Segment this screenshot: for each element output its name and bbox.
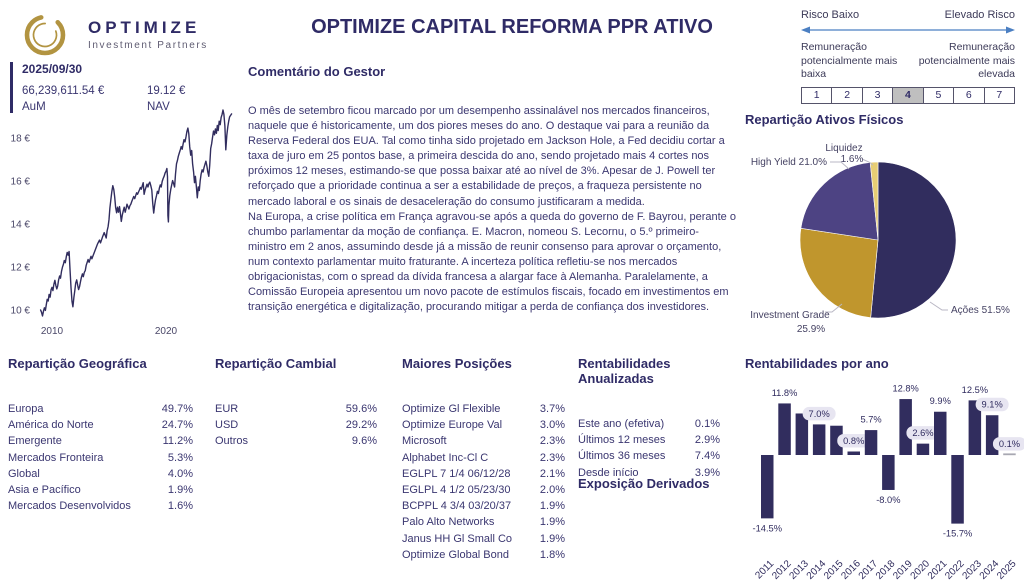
svg-text:1.6%: 1.6% [841, 154, 864, 165]
risk-level-scale: 1 2 3 4 5 6 7 [801, 86, 1015, 104]
table-row: EUR 59.6% [215, 403, 377, 415]
risk-level-cell: 7 [984, 86, 1015, 104]
svg-text:9.1%: 9.1% [982, 400, 1003, 410]
nav-evolution-chart: 18 € 16 € 14 € 12 € 10 € 2010 2020 [0, 92, 240, 349]
derivatives-heading: Exposição Derivados [578, 476, 710, 491]
risk-level-cell: 6 [954, 86, 985, 104]
table-row: Global 4.0% [8, 467, 193, 480]
optimize-logo-icon [14, 4, 80, 71]
annualized-returns-section: Rentabilidades Anualizadas Este ano (efe… [578, 356, 720, 481]
svg-text:High Yield 21.0%: High Yield 21.0% [751, 157, 827, 168]
page-title: OPTIMIZE CAPITAL REFORMA PPR ATIVO [311, 16, 713, 38]
table-row: Janus HH Gl Small Co 1.9% [402, 532, 565, 545]
report-date: 2025/09/30 [22, 62, 83, 76]
table-row: América do Norte 24.7% [8, 419, 193, 432]
svg-text:16 €: 16 € [11, 177, 31, 188]
geographic-allocation-section: Repartição Geográfica Europa 49.7% Améric… [8, 356, 193, 514]
svg-text:2020: 2020 [155, 326, 178, 337]
brand-name: OPTIMIZE [88, 18, 201, 37]
svg-text:2025: 2025 [995, 558, 1019, 582]
bar-chart-heading: Rentabilidades por ano [745, 356, 889, 371]
currency-heading: Repartição Cambial [215, 356, 337, 371]
commentary-heading: Comentário do Gestor [248, 64, 386, 79]
yearly-returns-bar-chart: -14.5%201111.8%201220137.0%201420150.8%2… [753, 384, 1024, 582]
risk-high-label: Elevado Risco [944, 9, 1015, 21]
risk-arrow-icon [801, 25, 1015, 38]
risk-right-note: Remuneração potencialmente mais elevada [918, 41, 1015, 80]
risk-scale-block: Risco Baixo Elevado Risco Remuneração po… [801, 9, 1015, 104]
svg-text:0.8%: 0.8% [843, 436, 864, 446]
aum-value: 66,239,611.54 € [22, 85, 105, 97]
svg-text:14 €: 14 € [11, 220, 31, 231]
table-row: EGLPL 7 1/4 06/12/28 2.1% [402, 467, 565, 480]
table-row: Asia e Pacífico 1.9% [8, 484, 193, 497]
currency-allocation-section: Repartição Cambial EUR 59.6% USD 29.2% Out… [215, 356, 377, 450]
table-row: Alphabet Inc-Cl C 2.3% [402, 451, 565, 464]
table-row: Palo Alto Networks 1.9% [402, 516, 565, 529]
aum-label: AuM [22, 101, 46, 113]
table-row: Microsoft 2.3% [402, 435, 565, 448]
brand-subtitle: Investment Partners [88, 40, 208, 51]
svg-text:Liquidez: Liquidez [825, 143, 862, 154]
risk-level-cell: 5 [923, 86, 955, 104]
risk-level-cell: 2 [832, 86, 863, 104]
risk-level-cell: 3 [862, 86, 894, 104]
table-row: Mercados Fronteira 5.3% [8, 451, 193, 464]
svg-text:-8.0%: -8.0% [876, 495, 900, 505]
table-row: Este ano (efetiva) 0.1% [578, 418, 720, 430]
svg-text:2010: 2010 [41, 326, 64, 337]
returns-heading: Rentabilidades Anualizadas [578, 356, 671, 386]
table-row: Desde início 3.9% [578, 466, 720, 479]
brand-block: OPTIMIZE Investment Partners [14, 4, 208, 71]
svg-text:0.1%: 0.1% [999, 439, 1020, 449]
svg-text:Investment Grade: Investment Grade [750, 310, 830, 321]
table-row: EGLPL 4 1/2 05/23/30 2.0% [402, 484, 565, 497]
risk-low-label: Risco Baixo [801, 9, 860, 21]
table-row: BCPPL 4 3/4 03/20/37 1.9% [402, 500, 565, 513]
table-row: Optimize Global Bond 1.8% [402, 548, 565, 561]
fund-info-block: 2025/09/30 66,239,611.54 € AuM 19.12 € N… [10, 62, 185, 113]
svg-text:Ações 51.5%: Ações 51.5% [951, 305, 1010, 316]
table-row: Outros 9.6% [215, 435, 377, 448]
risk-level-cell: 4 [893, 86, 924, 104]
table-row: Últimos 36 meses 7.4% [578, 450, 720, 463]
commentary-paragraph: O mês de setembro ficou marcado por um d… [248, 105, 725, 208]
svg-text:9.9%: 9.9% [930, 396, 951, 406]
svg-text:2.6%: 2.6% [912, 428, 933, 438]
svg-text:12.8%: 12.8% [892, 384, 918, 394]
svg-text:18 €: 18 € [11, 134, 31, 145]
holdings-heading: Maiores Posições [402, 356, 512, 371]
table-row: Europa 49.7% [8, 403, 193, 415]
nav-value: 19.12 € [147, 85, 186, 97]
asset-allocation-pie-chart: Ações 51.5% Investment Grade 25.9% High Yie… [750, 143, 1010, 335]
svg-text:12.5%: 12.5% [962, 385, 988, 395]
risk-level-cell: 1 [801, 86, 833, 104]
yearly-returns-bar-section: Rentabilidades por ano -14.5% 2011 11.8% 20… [740, 352, 1024, 584]
svg-text:5.7%: 5.7% [860, 415, 881, 425]
svg-text:-15.7%: -15.7% [943, 529, 972, 539]
table-row: Optimize Gl Flexible 3.7% [402, 403, 565, 415]
svg-text:11.8%: 11.8% [772, 388, 798, 398]
top-holdings-section: Maiores Posições Optimize Gl Flexible 3.7… [402, 356, 565, 563]
table-row: Emergente 11.2% [8, 435, 193, 448]
table-row: Últimos 12 meses 2.9% [578, 434, 720, 447]
pie-chart-heading: Repartição Ativos Físicos [745, 112, 904, 127]
svg-text:7.0%: 7.0% [809, 409, 830, 419]
nav-label: NAV [147, 101, 170, 113]
svg-text:10 €: 10 € [11, 306, 31, 317]
geographic-heading: Repartição Geográfica [8, 356, 147, 371]
svg-text:25.9%: 25.9% [797, 324, 825, 335]
table-row: Optimize Europe Val 3.0% [402, 419, 565, 432]
manager-commentary-section: Comentário do Gestor O mês de setembro f… [248, 64, 736, 315]
risk-left-note: Remuneração potencialmente mais baixa [801, 41, 898, 80]
asset-allocation-pie-section: Repartição Ativos Físicos Ações 51.5% Inv… [740, 110, 1024, 356]
svg-text:-14.5%: -14.5% [753, 523, 782, 533]
commentary-paragraph: Na Europa, a crise política em França ag… [248, 210, 736, 314]
svg-text:12 €: 12 € [11, 263, 31, 274]
table-row: USD 29.2% [215, 419, 377, 432]
table-row: Mercados Desenvolvidos 1.6% [8, 500, 193, 513]
